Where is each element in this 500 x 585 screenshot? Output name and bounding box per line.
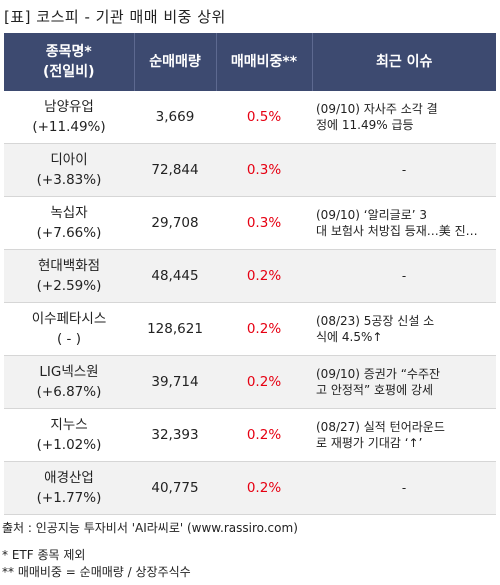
stock-name-cell: 애경산업 (+1.77%) [4, 461, 134, 515]
stock-name-cell: 남양유업 (+11.49%) [4, 91, 134, 144]
recent-issue: - [312, 143, 496, 197]
table-row: 녹십자 (+7.66%) 29,708 0.3% (09/10) ‘알리글로’ 3 대 보… [4, 196, 496, 250]
trade-ratio: 0.3% [216, 143, 312, 197]
stock-name: 현대백화점 [37, 258, 101, 274]
trade-ratio: 0.2% [216, 302, 312, 356]
trade-ratio: 0.2% [216, 408, 312, 462]
stock-change: (+6.87%) [36, 384, 102, 400]
issue-line2: 식에 4.5%↑ [316, 330, 383, 344]
net-volume: 3,669 [134, 91, 216, 144]
stock-change: ( - ) [57, 331, 81, 347]
table-row: 지누스 (+1.02%) 32,393 0.2% (08/27) 실적 턴어라운드 로 재… [4, 408, 496, 462]
table-row: 현대백화점 (+2.59%) 48,445 0.2% - [4, 249, 496, 303]
net-volume: 39,714 [134, 355, 216, 409]
issue-line2: 정에 11.49% 급등 [316, 118, 414, 132]
header-issue: 최근 이슈 [312, 33, 496, 91]
header-name-line2: (전일비) [43, 64, 95, 80]
trade-ratio: 0.2% [216, 355, 312, 409]
stock-change: (+11.49%) [32, 119, 106, 135]
stock-change: (+3.83%) [36, 172, 102, 188]
stock-name-cell: 녹십자 (+7.66%) [4, 196, 134, 250]
stock-name: 애경산업 [44, 470, 94, 486]
table-row: 디아이 (+3.83%) 72,844 0.3% - [4, 143, 496, 197]
stock-name-cell: 디아이 (+3.83%) [4, 143, 134, 197]
net-volume: 72,844 [134, 143, 216, 197]
issue-line1: - [401, 163, 407, 177]
header-name-line1: 종목명* [45, 44, 92, 60]
net-volume: 48,445 [134, 249, 216, 303]
footnote-etf: * ETF 종목 제외 [2, 548, 86, 562]
stock-name-cell: LIG넥스원 (+6.87%) [4, 355, 134, 409]
net-volume: 32,393 [134, 408, 216, 462]
stock-name: 이수페타시스 [31, 311, 107, 327]
stock-name-cell: 현대백화점 (+2.59%) [4, 249, 134, 303]
issue-line1: (08/23) 5공장 신설 소 [316, 314, 435, 328]
table-row: LIG넥스원 (+6.87%) 39,714 0.2% (09/10) 증권가 “수주잔… [4, 355, 496, 409]
stock-change: (+7.66%) [36, 225, 102, 241]
net-volume: 29,708 [134, 196, 216, 250]
recent-issue: - [312, 249, 496, 303]
stock-name-cell: 지누스 (+1.02%) [4, 408, 134, 462]
header-volume: 순매매량 [134, 33, 217, 91]
recent-issue: - [312, 461, 496, 515]
table-row: 이수페타시스( - ) 128,621 0.2% (08/23) 5공장 신설 소 식에… [4, 302, 496, 356]
issue-line1: (09/10) 자사주 소각 결 [316, 102, 438, 116]
issue-line1: - [401, 269, 407, 283]
net-volume: 128,621 [134, 302, 216, 356]
issue-line2: 대 보험사 처방집 등재…美 진… [316, 224, 478, 238]
stock-change: (+2.59%) [36, 278, 102, 294]
issue-line1: (09/10) 증권가 “수주잔 [316, 367, 441, 381]
issue-line2: 로 재평가 기대감 ‘↑’ [316, 436, 423, 450]
stock-name-cell: 이수페타시스 ( - ) [4, 302, 134, 356]
trade-ratio: 0.2% [216, 249, 312, 303]
table-row: 애경산업 (+1.77%) 40,775 0.2% - [4, 461, 496, 515]
stock-change: (+1.02%) [36, 437, 102, 453]
page-title: [표] 코스피 - 기관 매매 비중 상위 [4, 8, 226, 26]
trade-ratio: 0.3% [216, 196, 312, 250]
trade-ratio: 0.5% [216, 91, 312, 144]
stock-name: LIG넥스원 [39, 364, 99, 380]
source-note: 출처 : 인공지능 투자비서 'AI라씨로' (www.rassiro.com) [2, 521, 298, 535]
net-volume: 40,775 [134, 461, 216, 515]
footnote-ratio: ** 매매비중 = 순매매량 / 상장주식수 [2, 565, 191, 579]
issue-line1: - [401, 481, 407, 495]
ranking-table: 종목명* (전일비) 순매매량 매매비중** 최근 이슈 남양유업 (+11.49… [4, 33, 496, 515]
recent-issue: (09/10) ‘알리글로’ 3 대 보험사 처방집 등재…美 진… [312, 196, 496, 250]
table-row: 남양유업 (+11.49%) 3,669 0.5% (09/10) 자사주 소각 결 정에… [4, 91, 496, 144]
stock-name: 남양유업 [44, 99, 94, 115]
issue-line1: (08/27) 실적 턴어라운드 [316, 420, 445, 434]
header-name: 종목명* (전일비) [4, 33, 135, 91]
issue-line2: 고 안정적” 호평에 강세 [316, 383, 434, 397]
stock-name: 녹십자 [50, 205, 88, 221]
trade-ratio: 0.2% [216, 461, 312, 515]
issue-line1: (09/10) ‘알리글로’ 3 [316, 208, 427, 222]
table-header-row: 종목명* (전일비) 순매매량 매매비중** 최근 이슈 [4, 33, 496, 91]
stock-name: 지누스 [50, 417, 88, 433]
header-ratio: 매매비중** [216, 33, 313, 91]
stock-change: (+1.77%) [36, 490, 102, 506]
stock-name: 디아이 [50, 152, 88, 168]
